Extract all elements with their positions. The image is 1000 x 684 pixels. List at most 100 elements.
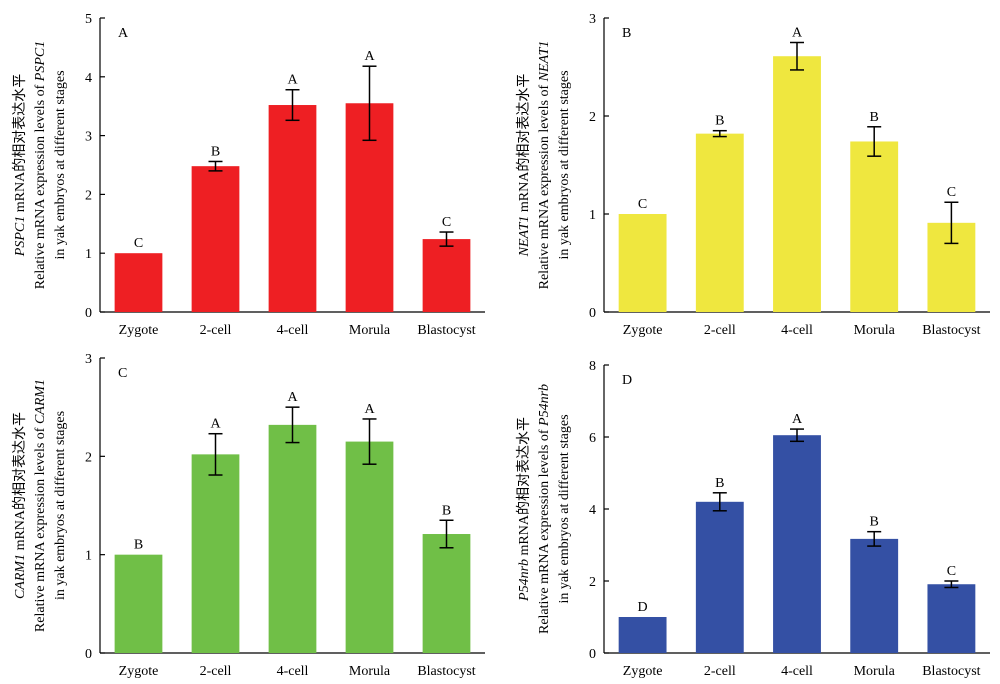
chart-1-significance-label-4: C <box>947 185 956 200</box>
chart-0-y-tick-label-2: 2 <box>85 188 92 203</box>
chart-3-y-tick-label-4: 8 <box>589 359 596 374</box>
chart-1-bar-3 <box>850 141 899 312</box>
chart-2-y-axis-label-line2-prefix: Relative mRNA expression levels of <box>33 424 48 632</box>
chart-2-y-axis-label-line2-gene: CARM1 <box>33 379 48 424</box>
chart-2-significance-label-3: A <box>364 402 375 417</box>
chart-3-category-label-2: 4-cell <box>781 664 813 679</box>
chart-3-significance-label-2: A <box>792 412 803 427</box>
chart-2-y-axis-label-gene: CARM1 <box>13 554 28 599</box>
chart-1-category-label-4: Blastocyst <box>922 323 980 338</box>
chart-1-y-axis-label-gene: NEAT1 <box>517 216 532 258</box>
chart-2-y-tick-label-3: 3 <box>85 352 92 367</box>
chart-3-category-label-4: Blastocyst <box>922 664 980 679</box>
chart-3-category-label-1: 2-cell <box>704 664 736 679</box>
chart-1-bar-2 <box>773 56 821 312</box>
chart-1-category-label-0: Zygote <box>623 323 663 338</box>
chart-0-y-tick-label-4: 4 <box>85 71 92 86</box>
chart-3-bar-4 <box>927 584 976 653</box>
chart-2-y-axis-label-line1-rest: mRNA的相对表达水平 <box>12 412 28 554</box>
chart-2-bar-2 <box>268 424 317 653</box>
chart-2-y-axis-label-line3: in yak embryos at different stages <box>53 411 68 600</box>
chart-0-y-axis-label-line2-prefix: Relative mRNA expression levels of <box>33 81 48 289</box>
chart-3-significance-label-4: C <box>947 564 956 579</box>
chart-2-bar-3 <box>345 441 394 653</box>
chart-0-y-axis-label-line1-rest: mRNA的相对表达水平 <box>12 74 28 216</box>
chart-0-category-label-4: Blastocyst <box>417 323 475 338</box>
chart-3-y-tick-label-1: 2 <box>589 575 596 590</box>
chart-3-bar-0 <box>618 617 667 653</box>
chart-2-significance-label-4: B <box>442 503 451 518</box>
chart-1-y-tick-label-3: 3 <box>589 12 596 27</box>
chart-0-y-tick-label-1: 1 <box>85 247 92 262</box>
chart-1-y-axis-label-line2-gene: NEAT1 <box>537 41 552 83</box>
chart-3-significance-label-1: B <box>715 476 724 491</box>
chart-0-y-tick-label-3: 3 <box>85 130 92 145</box>
chart-2-panel-letter: C <box>118 366 127 381</box>
chart-0-y-axis-label-line2: Relative mRNA expression levels of PSPC1 <box>33 41 48 289</box>
chart-1-y-tick-label-1: 1 <box>589 208 596 223</box>
chart-2-significance-label-2: A <box>287 390 298 405</box>
chart-0-category-label-3: Morula <box>349 323 391 338</box>
chart-3-bar-1 <box>695 501 744 653</box>
chart-3-y-axis-label-gene: P54nrb <box>517 559 532 602</box>
chart-1-significance-label-0: C <box>638 197 647 212</box>
chart-0-bar-4 <box>422 239 471 312</box>
chart-panel-c: 0 1 2 3 C B Zygote A 2-cell A 4-cell A Morula B Blasto… <box>12 352 485 679</box>
chart-1-significance-label-1: B <box>715 114 724 129</box>
chart-2-y-axis-label-line1: CARM1 mRNA的相对表达水平 <box>12 412 28 599</box>
chart-3-panel-letter: D <box>622 373 632 388</box>
chart-1-y-tick-label-0: 0 <box>589 306 596 321</box>
chart-3-y-tick-label-3: 6 <box>589 431 596 446</box>
chart-3-y-tick-label-0: 0 <box>589 647 596 662</box>
chart-3-y-axis-label-line2: Relative mRNA expression levels of P54nr… <box>537 384 552 634</box>
chart-1-y-axis-label-line2: Relative mRNA expression levels of NEAT1 <box>537 41 552 290</box>
chart-0-category-label-0: Zygote <box>119 323 159 338</box>
chart-0-y-axis-label-line2-gene: PSPC1 <box>33 41 48 82</box>
chart-2-significance-label-0: B <box>134 538 143 553</box>
chart-3-bar-2 <box>773 435 821 653</box>
chart-0-bar-1 <box>191 166 240 312</box>
chart-0-y-axis-label-gene: PSPC1 <box>13 216 28 257</box>
chart-1-y-tick-label-2: 2 <box>589 110 596 125</box>
chart-1-bar-0 <box>618 214 667 312</box>
chart-panel-a: 0 1 2 3 4 5 A C Zygote B 2-cell A 4-cell A Morula C Blas… <box>12 12 485 338</box>
chart-2-significance-label-1: A <box>210 417 221 432</box>
chart-1-category-label-3: Morula <box>854 323 896 338</box>
chart-2-y-axis-label-line2: Relative mRNA expression levels of CARM1 <box>33 379 48 632</box>
chart-3-y-axis-label-line2-prefix: Relative mRNA expression levels of <box>537 426 552 634</box>
chart-2-category-label-1: 2-cell <box>200 664 232 679</box>
chart-3-significance-label-3: B <box>870 515 879 530</box>
chart-0-y-tick-label-5: 5 <box>85 12 92 27</box>
chart-0-significance-label-2: A <box>287 73 298 88</box>
chart-0-significance-label-0: C <box>134 236 143 251</box>
chart-1-significance-label-2: A <box>792 26 803 41</box>
chart-0-bar-0 <box>114 253 163 312</box>
chart-0-panel-letter: A <box>118 26 129 41</box>
chart-2-y-tick-label-1: 1 <box>85 549 92 564</box>
chart-1-y-axis-label-line2-prefix: Relative mRNA expression levels of <box>537 81 552 289</box>
chart-1-category-label-2: 4-cell <box>781 323 813 338</box>
chart-1-y-axis-label-line1: NEAT1 mRNA的相对表达水平 <box>516 74 532 258</box>
chart-2-y-tick-label-2: 2 <box>85 450 92 465</box>
chart-3-y-axis-label-line2-gene: P54nrb <box>537 384 552 427</box>
chart-1-category-label-1: 2-cell <box>704 323 736 338</box>
chart-3-y-axis-label-line1-rest: mRNA的相对表达水平 <box>516 417 532 559</box>
chart-1-y-axis-label-line1-rest: mRNA的相对表达水平 <box>516 74 532 216</box>
chart-2-bar-0 <box>114 554 163 653</box>
chart-1-panel-letter: B <box>622 26 631 41</box>
chart-0-y-axis-label-line3: in yak embryos at different stages <box>53 70 68 259</box>
chart-3-significance-label-0: D <box>638 600 648 615</box>
chart-2-category-label-4: Blastocyst <box>417 664 475 679</box>
chart-0-category-label-1: 2-cell <box>200 323 232 338</box>
chart-0-significance-label-3: A <box>364 49 375 64</box>
chart-3-category-label-3: Morula <box>854 664 896 679</box>
chart-0-significance-label-4: C <box>442 215 451 230</box>
chart-0-bar-2 <box>268 105 317 312</box>
chart-3-category-label-0: Zygote <box>623 664 663 679</box>
chart-0-y-tick-label-0: 0 <box>85 306 92 321</box>
chart-panel-d: 0 2 4 6 8 D D Zygote B 2-cell A 4-cell B Morula C Blast… <box>516 359 990 679</box>
chart-1-bar-1 <box>695 133 744 312</box>
chart-0-category-label-2: 4-cell <box>277 323 309 338</box>
chart-2-category-label-3: Morula <box>349 664 391 679</box>
